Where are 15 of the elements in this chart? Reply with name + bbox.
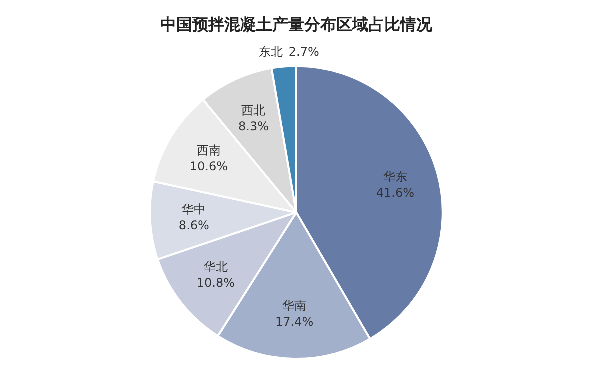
data-label: 10.8%: [196, 276, 235, 290]
slice-label: 西北: [242, 104, 266, 118]
slice-label: 华南: [282, 299, 307, 314]
slice-label: 华东: [383, 170, 408, 184]
slice-label: 东北: [258, 44, 283, 59]
data-label: 8.3%: [238, 120, 269, 134]
data-label: 10.6%: [190, 159, 228, 174]
data-label: 41.6%: [376, 186, 414, 200]
slice-label: 华中: [182, 202, 206, 217]
chart-title: 中国预拌混凝土产量分布区域占比情况: [160, 14, 434, 34]
slice-label: 西南: [196, 143, 221, 158]
data-label: 17.4%: [276, 315, 314, 330]
slice-label: 华北: [204, 260, 228, 274]
data-label: 8.6%: [178, 218, 210, 233]
data-label: 2.7%: [288, 44, 320, 59]
